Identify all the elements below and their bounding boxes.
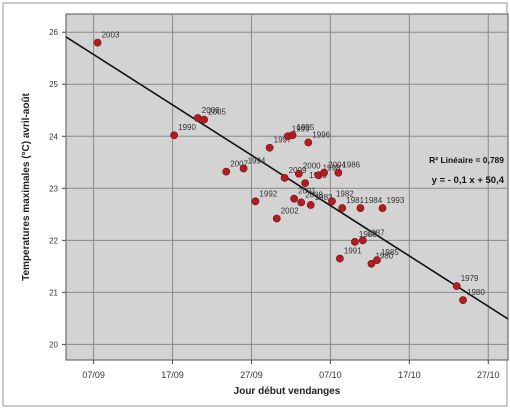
point-label: 1995 [297, 123, 315, 132]
plot-area [65, 13, 509, 361]
data-point [239, 164, 248, 173]
point-label: 1992 [259, 189, 277, 198]
point-label: 2001 [298, 187, 316, 196]
data-point [200, 115, 209, 124]
x-tick-label: 17/10 [398, 370, 421, 380]
x-tick-label: 07/10 [319, 370, 342, 380]
point-label: 1981 [346, 196, 364, 205]
data-point [459, 296, 467, 305]
point-label: 2003 [102, 31, 120, 40]
data-point [338, 204, 347, 212]
data-point [328, 197, 336, 206]
point-label: 1988 [359, 230, 377, 239]
r-squared-label: R² Linéaire = 0,789 [429, 155, 504, 165]
data-point [378, 204, 387, 212]
data-point [356, 204, 365, 212]
point-label: 1984 [364, 196, 382, 205]
data-point [170, 131, 179, 140]
data-point [301, 179, 310, 187]
y-tick-label: 26 [49, 28, 58, 37]
point-label: 1997 [274, 136, 292, 145]
point-label: 2008 [305, 190, 323, 199]
point-label: 2002 [281, 206, 299, 215]
y-tick-label: 21 [49, 288, 58, 297]
point-label: 1990 [178, 123, 196, 132]
data-point [320, 168, 328, 177]
data-point [93, 38, 102, 47]
data-point [334, 168, 343, 177]
point-label: 1999 [292, 124, 310, 133]
data-point [335, 254, 344, 263]
point-label: 2006 [202, 106, 220, 115]
point-label: 1993 [387, 196, 405, 205]
point-label: 1996 [312, 131, 330, 140]
x-tick-label: 17/09 [161, 370, 184, 380]
x-tick-label: 27/09 [240, 370, 263, 380]
point-label: 1985 [381, 248, 399, 257]
point-label: 1980 [375, 252, 393, 261]
point-label: 1986 [342, 161, 360, 170]
data-point [373, 256, 381, 265]
data-point [251, 197, 260, 206]
point-label: 2004 [328, 161, 346, 170]
point-label: 2000 [303, 162, 321, 171]
data-point [304, 138, 313, 147]
data-point [280, 173, 289, 182]
data-point [288, 131, 297, 140]
point-label: 1998 [323, 163, 341, 172]
point-label: 2005 [208, 108, 226, 117]
x-tick-label: 07/09 [82, 370, 105, 380]
x-axis-title: Jour début vendanges [234, 386, 341, 397]
regression-equation: y = - 0,1 x + 50,4 [432, 175, 505, 186]
y-tick-label: 25 [49, 80, 58, 89]
point-label: 1987 [367, 228, 385, 237]
y-axis-title: Temperatures maximales (°C) avril-août [21, 92, 32, 280]
point-label: 1979 [461, 274, 479, 283]
point-label: 1991 [344, 247, 362, 256]
y-tick-label: 23 [49, 184, 58, 193]
data-point [265, 143, 274, 152]
data-point [222, 167, 231, 176]
data-point [452, 282, 461, 291]
y-tick-label: 20 [49, 340, 58, 349]
y-tick-label: 24 [49, 132, 58, 141]
data-point [350, 237, 359, 246]
data-point [367, 259, 376, 268]
data-point [193, 114, 202, 122]
x-tick-label: 27/10 [477, 370, 500, 380]
point-label: 1994 [248, 157, 266, 166]
y-tick-label: 22 [49, 236, 58, 245]
data-point [290, 194, 299, 203]
data-point [358, 236, 367, 245]
point-label: 1982 [336, 189, 354, 198]
data-point [272, 214, 281, 223]
point-label: 2007 [230, 160, 248, 169]
data-point [294, 169, 303, 178]
point-label: 1983 [315, 193, 333, 202]
data-point [306, 201, 315, 209]
point-label: 1980 [467, 288, 485, 297]
data-point [297, 198, 306, 207]
